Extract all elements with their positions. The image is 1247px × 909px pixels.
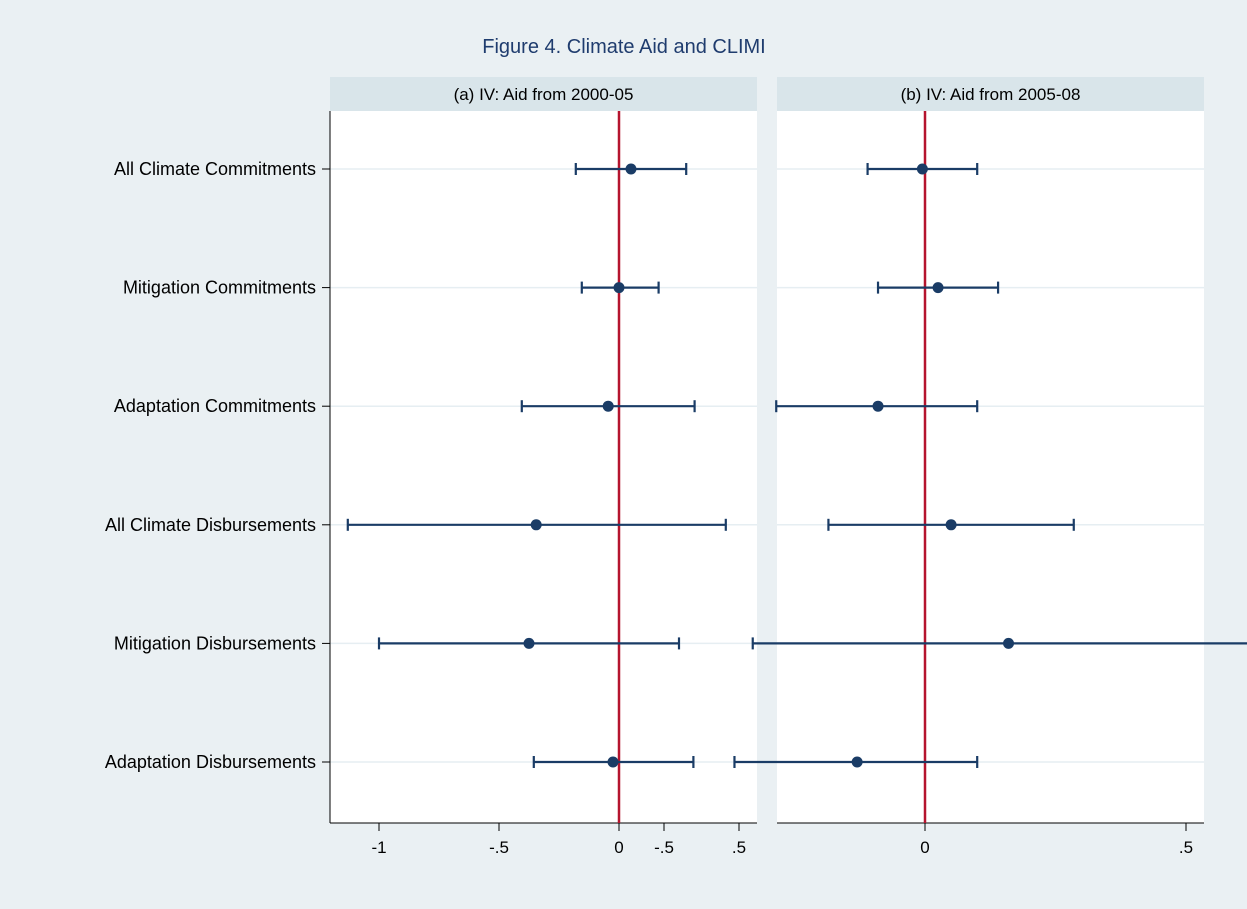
- panel-header: [777, 77, 1204, 111]
- point-estimate: [530, 519, 542, 531]
- point-estimate: [916, 163, 928, 175]
- y-tick-label: Mitigation Commitments: [123, 278, 316, 298]
- x-tick-label: 0: [920, 838, 929, 857]
- point-estimate: [523, 637, 535, 649]
- point-estimate: [872, 400, 884, 412]
- chart-title: Figure 4. Climate Aid and CLIMI: [482, 36, 765, 58]
- point-estimate: [602, 400, 614, 412]
- x-tick-label: -.5: [654, 838, 674, 857]
- y-tick-label: Adaptation Disbursements: [105, 752, 316, 772]
- point-estimate: [932, 282, 944, 294]
- panel-1: (a) IV: Aid from 2000-05 -1 -.5 0 .5 All Clim…: [105, 77, 757, 857]
- plot-area: [330, 111, 757, 823]
- point-estimate: [945, 519, 957, 531]
- y-tick-label: Mitigation Disbursements: [114, 633, 316, 653]
- point-estimate: [851, 756, 863, 768]
- y-tick-label: All Climate Commitments: [114, 159, 316, 179]
- y-tick-label: All Climate Disbursements: [105, 515, 316, 535]
- point-estimate: [613, 282, 625, 294]
- plot-area: [777, 111, 1204, 823]
- x-tick-label: -1: [371, 838, 386, 857]
- point-estimate: [1003, 637, 1015, 649]
- x-tick-label: -.5: [489, 838, 509, 857]
- x-tick-label: 0: [614, 838, 623, 857]
- panel-title: (b) IV: Aid from 2005-08: [901, 85, 1081, 104]
- x-tick-label: .5: [1179, 838, 1193, 857]
- x-tick-label: .5: [732, 838, 746, 857]
- panel-2: (b) IV: Aid from 2005-08-.50.51: [654, 77, 1247, 857]
- point-estimate: [607, 756, 619, 768]
- panel-header: [330, 77, 757, 111]
- point-estimate: [625, 163, 637, 175]
- y-tick-label: Adaptation Commitments: [114, 396, 316, 416]
- panels: (a) IV: Aid from 2000-05 -1 -.5 0 .5 All Clim…: [105, 77, 1247, 857]
- panel-title: (a) IV: Aid from 2000-05: [454, 85, 634, 104]
